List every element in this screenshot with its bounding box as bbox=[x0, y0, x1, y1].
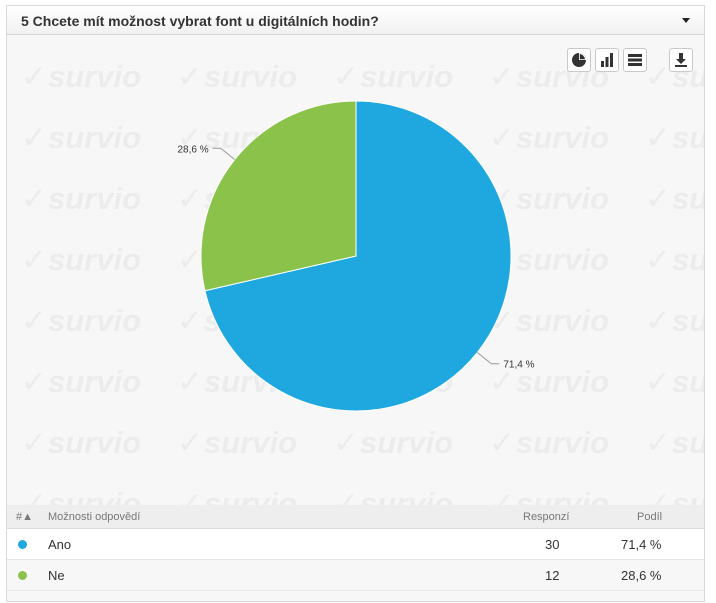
bar-chart-icon bbox=[601, 53, 613, 67]
watermark-logo: ✓survio bbox=[21, 303, 142, 338]
responses-header: Responzí bbox=[523, 511, 570, 523]
bar-chart-button[interactable] bbox=[595, 48, 619, 72]
option-label: Ne bbox=[48, 568, 65, 583]
share-value: 28,6 % bbox=[621, 568, 662, 583]
legend-dot-ano bbox=[18, 540, 27, 549]
option-label: Ano bbox=[48, 537, 72, 552]
table-row: Ano 30 71,4 % bbox=[7, 529, 704, 560]
watermark-logo: ✓survio bbox=[645, 425, 704, 460]
table-view-button[interactable] bbox=[623, 48, 647, 72]
pie-chart-button[interactable] bbox=[567, 48, 591, 72]
pie-chart-icon bbox=[572, 53, 586, 67]
download-icon bbox=[675, 53, 687, 67]
pie-slice-ano[interactable] bbox=[204, 100, 512, 412]
watermark-logo: ✓survio bbox=[21, 181, 142, 216]
legend-dot-ne bbox=[18, 571, 27, 580]
pie-slice-ne[interactable] bbox=[200, 100, 357, 292]
watermark-logo: ✓survio bbox=[177, 425, 298, 460]
watermark-logo: ✓survio bbox=[177, 59, 298, 94]
label-connector bbox=[212, 147, 236, 160]
watermark-logo: ✓survio bbox=[489, 486, 610, 505]
watermark-logo: ✓survio bbox=[333, 425, 454, 460]
data-label-ne: 28,6 % bbox=[178, 144, 209, 155]
download-button[interactable] bbox=[669, 48, 693, 72]
results-table: #▲ Možnosti odpovědí Responzí Podíl Ano … bbox=[7, 505, 704, 591]
watermark-logo: ✓survio bbox=[645, 181, 704, 216]
watermark-logo: ✓survio bbox=[333, 486, 454, 505]
watermark-logo: ✓survio bbox=[21, 486, 142, 505]
question-panel: 5 Chcete mít možnost vybrat font u digit… bbox=[6, 5, 705, 602]
watermark-logo: ✓survio bbox=[177, 486, 298, 505]
table-header: #▲ Možnosti odpovědí Responzí Podíl bbox=[7, 505, 704, 529]
watermark-logo: ✓survio bbox=[645, 242, 704, 277]
share-value: 71,4 % bbox=[621, 537, 662, 552]
share-header: Podíl bbox=[637, 511, 663, 523]
question-title: 5 Chcete mít možnost vybrat font u digit… bbox=[21, 13, 379, 29]
options-header: Možnosti odpovědí bbox=[48, 511, 141, 523]
watermark-logo: ✓survio bbox=[489, 120, 610, 155]
question-header[interactable]: 5 Chcete mít možnost vybrat font u digit… bbox=[7, 6, 704, 35]
response-count: 12 bbox=[545, 568, 560, 583]
watermark-logo: ✓survio bbox=[489, 364, 610, 399]
table-view-icon bbox=[628, 54, 642, 66]
pie-chart: 71,4 % 28,6 % bbox=[178, 100, 535, 412]
data-label-ano: 71,4 % bbox=[503, 360, 534, 371]
watermark-logo: ✓survio bbox=[645, 364, 704, 399]
watermark-logo: ✓survio bbox=[21, 242, 142, 277]
watermark-logo: ✓survio bbox=[489, 425, 610, 460]
watermark-logo: ✓survio bbox=[645, 303, 704, 338]
watermark-logo: ✓survio bbox=[489, 59, 610, 94]
chevron-down-icon[interactable] bbox=[682, 18, 690, 23]
watermark-logo: ✓survio bbox=[21, 364, 142, 399]
sort-index-header[interactable]: #▲ bbox=[16, 511, 34, 523]
watermark-logo: ✓survio bbox=[333, 59, 454, 94]
watermark-logo: ✓survio bbox=[21, 120, 142, 155]
watermark-logo: ✓survio bbox=[645, 486, 704, 505]
watermark-logo: ✓survio bbox=[21, 59, 142, 94]
watermark-logo: ✓survio bbox=[21, 425, 142, 460]
label-connector bbox=[476, 352, 500, 365]
watermark-logo: ✓survio bbox=[645, 120, 704, 155]
response-count: 30 bbox=[545, 537, 560, 552]
table-row: Ne 12 28,6 % bbox=[7, 560, 704, 591]
